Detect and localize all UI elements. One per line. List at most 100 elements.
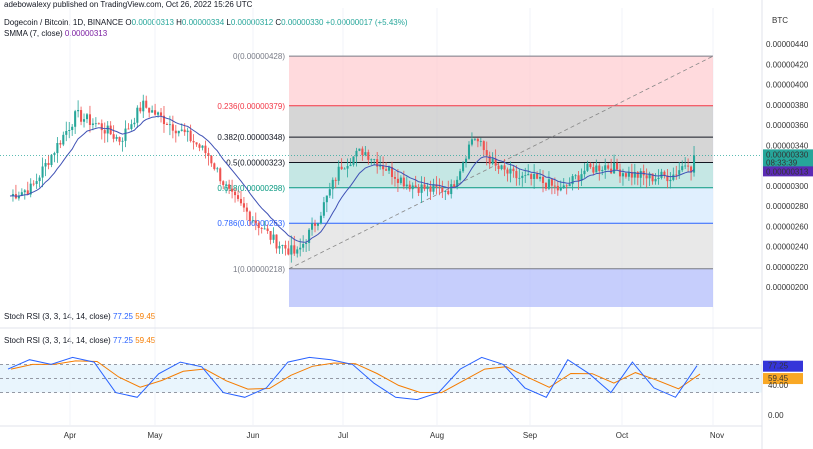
sma-tag[interactable] bbox=[763, 166, 813, 177]
candle-body bbox=[488, 155, 491, 164]
candle-body bbox=[355, 150, 358, 157]
candle-body bbox=[574, 175, 577, 177]
candle-body bbox=[299, 247, 302, 250]
candle-body bbox=[272, 234, 275, 240]
candle-body bbox=[595, 165, 598, 173]
candle-body bbox=[183, 129, 186, 133]
rsi-tick-label: 40.00 bbox=[768, 381, 789, 390]
candle-body bbox=[325, 195, 328, 203]
candle-body bbox=[657, 177, 660, 180]
candle-body bbox=[136, 107, 139, 123]
candle-body bbox=[482, 141, 485, 151]
candle-body bbox=[450, 184, 453, 195]
candle-body bbox=[550, 179, 553, 186]
stoch-rsi-legend-1[interactable]: Stoch RSI (3, 3, 14, 14, close) 77.25 59… bbox=[4, 312, 155, 321]
candle-body bbox=[293, 245, 296, 254]
candle-body bbox=[32, 183, 35, 185]
candle-body bbox=[399, 177, 402, 183]
candle-body bbox=[316, 223, 320, 226]
candle-body bbox=[610, 168, 613, 174]
ohlc-close-label: C bbox=[275, 18, 282, 27]
candle-body bbox=[275, 234, 278, 249]
candle-body bbox=[157, 112, 160, 115]
candle-body bbox=[207, 153, 210, 156]
candle-body bbox=[565, 185, 568, 187]
candle-body bbox=[533, 173, 536, 179]
price-tick-label: 0.00000340 bbox=[766, 141, 809, 150]
candle-body bbox=[151, 110, 154, 113]
candle-body bbox=[604, 165, 607, 170]
candle-body bbox=[420, 184, 423, 193]
candle-body bbox=[234, 191, 237, 196]
fib-trend-line[interactable] bbox=[288, 55, 714, 270]
candle-body bbox=[62, 134, 65, 145]
candle-body bbox=[118, 137, 121, 142]
fib-band bbox=[289, 187, 713, 224]
candle-body bbox=[94, 123, 97, 125]
candle-body bbox=[382, 165, 385, 170]
price-tick-label: 0.00000260 bbox=[766, 222, 809, 231]
candle-body bbox=[556, 185, 559, 191]
candle-body bbox=[17, 195, 20, 199]
ohlc-close: 0.00000330 bbox=[281, 18, 324, 27]
stoch-rsi-legend-2[interactable]: Stoch RSI (3, 3, 14, 14, close) 77.25 59… bbox=[4, 336, 155, 345]
sma-tag-value: 0.00000313 bbox=[766, 167, 809, 176]
fib-level-label: 1(0.00000218) bbox=[233, 265, 285, 274]
candle-body bbox=[302, 243, 305, 248]
candle-body bbox=[186, 130, 189, 133]
candle-body bbox=[618, 169, 622, 177]
candle-body bbox=[121, 140, 124, 142]
candle-body bbox=[470, 139, 473, 145]
candle-body bbox=[103, 130, 106, 134]
candle-body bbox=[56, 143, 59, 154]
last-price-tag[interactable] bbox=[763, 149, 813, 169]
sma-legend[interactable]: SMMA (7, close) 0.00000313 bbox=[4, 29, 107, 38]
rsi-tick-label: 0.00 bbox=[768, 411, 784, 420]
candle-body bbox=[476, 138, 479, 142]
sma-line bbox=[0, 115, 762, 243]
candle-body bbox=[509, 168, 512, 174]
candle-body bbox=[589, 163, 592, 168]
candle-body bbox=[675, 174, 678, 176]
candle-body bbox=[379, 165, 382, 167]
candle-body bbox=[373, 159, 376, 160]
candle-body bbox=[684, 165, 687, 167]
time-tick-label: Sep bbox=[523, 431, 538, 440]
stoch-k-line bbox=[7, 356, 698, 401]
candle-body bbox=[29, 183, 32, 195]
stoch-k-tag[interactable] bbox=[763, 360, 803, 372]
candle-body bbox=[130, 124, 133, 129]
candle-body bbox=[352, 156, 355, 165]
candle-body bbox=[236, 195, 240, 199]
stoch-d-tag[interactable] bbox=[763, 373, 803, 385]
candle-body bbox=[41, 166, 44, 178]
candle-body bbox=[690, 166, 693, 173]
candle-body bbox=[313, 223, 317, 226]
publisher-note: adebowalexy published on TradingView.com… bbox=[4, 0, 253, 9]
symbol-legend[interactable]: Dogecoin / Bitcoin, 1D, BINANCE O0.00000… bbox=[4, 18, 408, 27]
candle-body bbox=[687, 165, 690, 167]
candle-body bbox=[562, 185, 565, 188]
candle-body bbox=[59, 143, 62, 145]
candle-body bbox=[159, 112, 163, 116]
candle-body bbox=[479, 141, 482, 142]
time-axis[interactable]: Apr May Jun Jul Aug Sep Oct Nov bbox=[0, 425, 762, 440]
time-tick-label: Nov bbox=[710, 431, 724, 440]
candle-body bbox=[408, 184, 411, 190]
symbol-name: Dogecoin / Bitcoin, 1D, BINANCE bbox=[4, 18, 124, 27]
candle-body bbox=[633, 171, 636, 178]
fib-retracement[interactable]: 0(0.00000428) 0.236(0.00000379) 0.382(0.00… bbox=[217, 52, 714, 307]
candle-body bbox=[376, 159, 379, 167]
candle-body bbox=[213, 163, 216, 170]
candle-body bbox=[426, 186, 429, 190]
candle-body bbox=[453, 184, 456, 187]
countdown-label: 08:33:39 bbox=[766, 158, 798, 167]
candle-body bbox=[624, 173, 627, 177]
price-tick-label: 0.00000420 bbox=[766, 60, 809, 69]
candle-body bbox=[459, 171, 462, 180]
price-axis[interactable]: BTC 0.00000440 0.00000420 0.00000400 0.00000… bbox=[761, 0, 813, 449]
candle-body bbox=[411, 185, 414, 190]
candle-body bbox=[648, 173, 651, 179]
stoch-rsi-label-2: Stoch RSI (3, 3, 14, 14, close) bbox=[4, 336, 111, 345]
